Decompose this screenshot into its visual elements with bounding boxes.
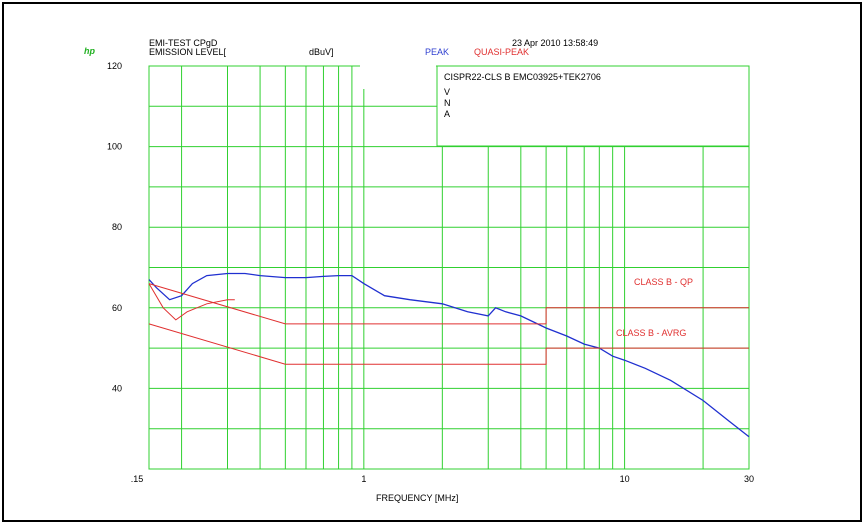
emission-level-label: EMISSION LEVEL[ (149, 47, 227, 57)
timestamp: 23 Apr 2010 13:58:49 (512, 38, 598, 48)
y-tick-label: 120 (107, 61, 122, 71)
info-line-2: V (444, 87, 450, 97)
y-tick-labels: 120 100 80 60 40 (107, 61, 122, 393)
x-tick-label: 1 (361, 474, 366, 484)
series-group (148, 272, 750, 438)
y-tick-label: 100 (107, 142, 122, 152)
hp-logo: hp (84, 46, 95, 56)
y-tick-label: 40 (112, 383, 122, 393)
x-axis-label: FREQUENCY [MHz] (376, 493, 458, 503)
series-line-peak (148, 272, 750, 438)
annotation-class-b-avrg: CLASS B - AVRG (616, 328, 686, 338)
x-tick-label: 10 (620, 474, 630, 484)
info-line-3: N (444, 98, 451, 108)
x-tick-label: 30 (744, 474, 754, 484)
annotation-class-b-qp: CLASS B - QP (634, 277, 693, 287)
peak-legend: PEAK (425, 47, 449, 57)
y-tick-label: 60 (112, 303, 122, 313)
x-tick-label: .15 (131, 474, 144, 484)
info-line-1: CISPR22-CLS B EMC03925+TEK2706 (444, 72, 601, 82)
info-line-4: A (444, 109, 450, 119)
x-tick-labels: .15 1 10 30 (131, 474, 754, 484)
y-tick-label: 80 (112, 222, 122, 232)
test-title: EMI-TEST CPgD (149, 38, 218, 48)
emi-chart: hp EMI-TEST CPgD EMISSION LEVEL[ dBuV] P… (84, 38, 754, 503)
series-line-class-b-avrg (148, 323, 749, 365)
series-line-quasi-peak (148, 283, 235, 321)
series-line-class-b-qp (148, 283, 749, 325)
info-box (436, 65, 750, 147)
unit-label: dBuV] (309, 47, 334, 57)
header-blank (360, 64, 436, 89)
quasi-peak-legend: QUASI-PEAK (474, 47, 529, 57)
